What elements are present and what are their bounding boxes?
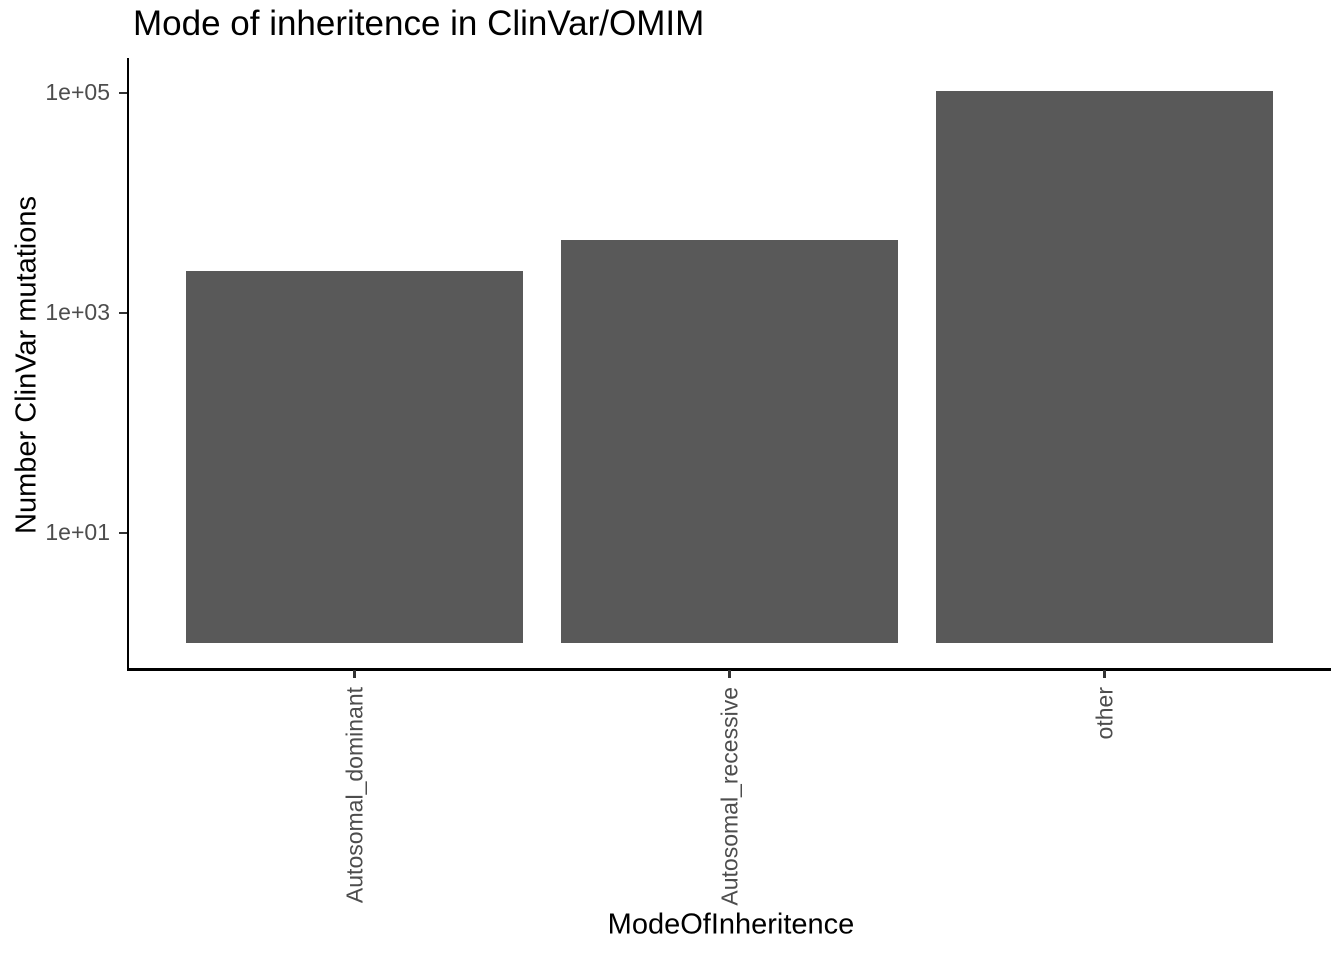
x-axis-tick bbox=[353, 670, 356, 678]
y-axis-line bbox=[126, 58, 129, 670]
bar-Autosomal_dominant bbox=[186, 271, 523, 643]
y-tick-label: 1e+01 bbox=[45, 518, 110, 545]
y-tick-label: 1e+05 bbox=[45, 78, 110, 105]
bar-Autosomal_recessive bbox=[561, 240, 898, 643]
x-axis-line bbox=[126, 668, 1331, 671]
x-tick-label: other bbox=[1090, 687, 1117, 740]
y-axis-title: Number ClinVar mutations bbox=[10, 196, 43, 534]
chart-title: Mode of inheritence in ClinVar/OMIM bbox=[133, 4, 705, 43]
x-axis-tick bbox=[1103, 670, 1106, 678]
bar-other bbox=[936, 90, 1273, 643]
y-axis-tick bbox=[119, 91, 127, 95]
y-axis-tick bbox=[119, 311, 127, 315]
x-tick-label: Autosomal_recessive bbox=[715, 687, 742, 906]
x-tick-label: Autosomal_dominant bbox=[340, 687, 367, 904]
y-tick-label: 1e+03 bbox=[45, 298, 110, 325]
x-axis-tick bbox=[728, 670, 731, 678]
y-axis-tick bbox=[119, 531, 127, 535]
x-axis-title: ModeOfInheritence bbox=[607, 908, 855, 941]
